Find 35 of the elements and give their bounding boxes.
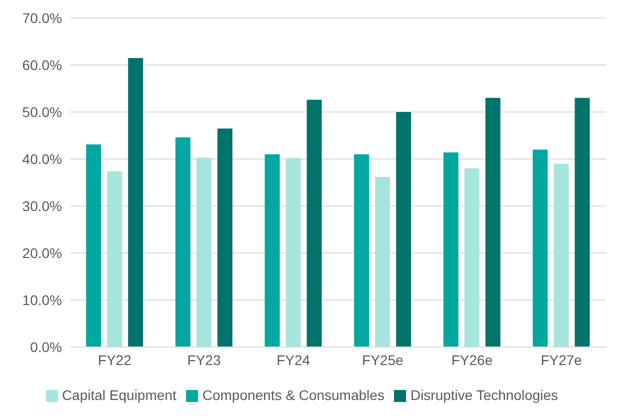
bar (264, 154, 280, 347)
bar (306, 100, 322, 347)
bar (396, 112, 412, 347)
y-tick-label: 30.0% (22, 198, 62, 214)
bar (128, 58, 144, 347)
y-tick-label: 10.0% (22, 292, 62, 308)
bar (464, 168, 480, 347)
y-tick-label: 20.0% (22, 244, 62, 261)
bar (196, 158, 212, 347)
bar (354, 154, 370, 347)
x-tick-label: FY25e (362, 352, 404, 368)
x-tick-label: FY26e (451, 352, 493, 368)
y-tick-label: 0.0% (30, 338, 62, 355)
legend-label: Disruptive Technologies (410, 387, 558, 403)
x-tick-label: FY22 (98, 352, 132, 368)
bar (532, 150, 548, 347)
x-tick-label: FY23 (187, 352, 221, 368)
bar (175, 137, 190, 347)
bar (574, 98, 590, 347)
x-tick-label: FY27e (540, 352, 582, 368)
bar (217, 128, 232, 347)
y-tick-label: 60.0% (22, 56, 62, 73)
y-tick-label: 40.0% (22, 150, 62, 167)
x-tick-label: FY24 (276, 352, 310, 368)
bar (286, 158, 301, 347)
legend-label: Components & Consumables (202, 387, 384, 403)
bar (443, 152, 458, 347)
y-tick-label: 50.0% (22, 104, 62, 120)
bar (86, 144, 102, 347)
bar (485, 98, 500, 347)
y-tick-label: 70.0% (22, 10, 62, 26)
legend-label: Capital Equipment (62, 387, 176, 403)
bar (107, 171, 122, 347)
bar (554, 164, 569, 347)
bar (375, 176, 390, 347)
